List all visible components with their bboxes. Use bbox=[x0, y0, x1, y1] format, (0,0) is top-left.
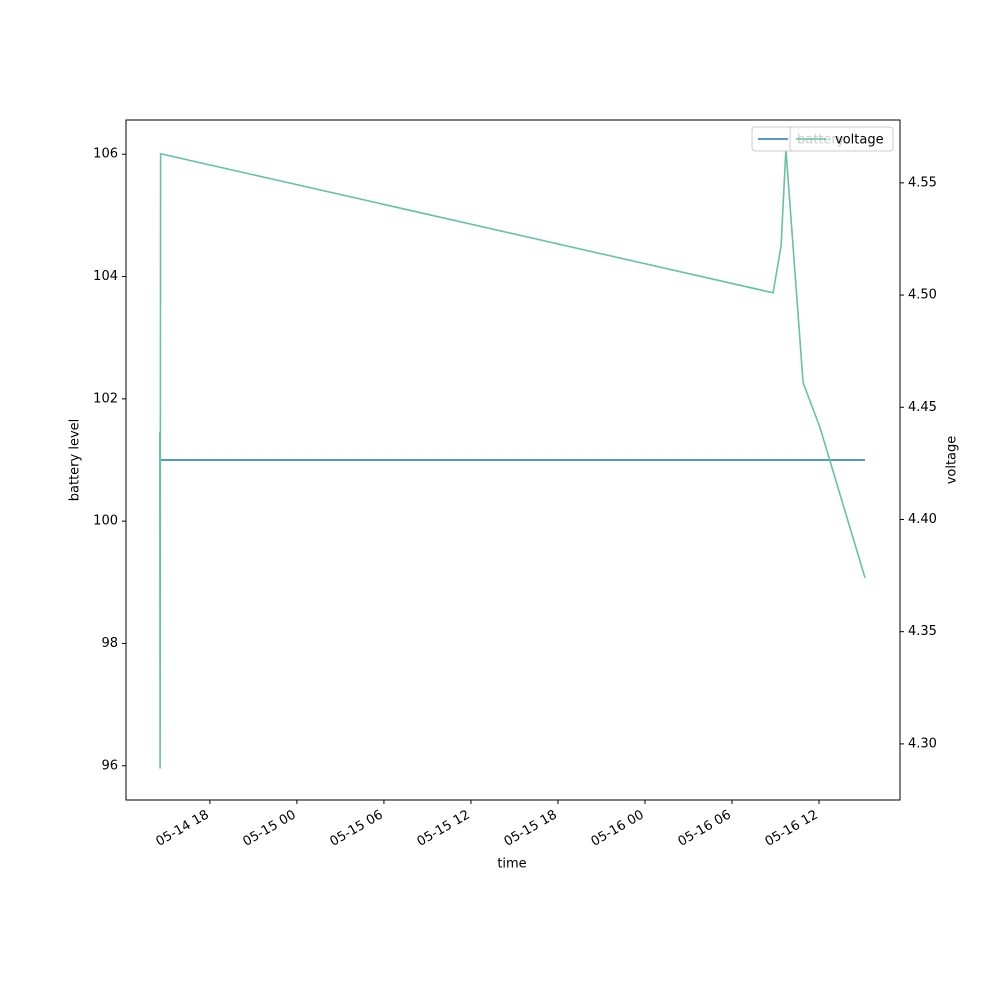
y-tick-label: 96 bbox=[101, 758, 118, 773]
legend-box bbox=[789, 126, 894, 152]
y-tick-label: 100 bbox=[93, 514, 118, 529]
y-tick-label: 106 bbox=[93, 147, 118, 162]
series-line bbox=[159, 149, 866, 769]
x-tick-label: 05-15 00 bbox=[241, 808, 299, 850]
x-tick-label: 05-15 12 bbox=[415, 808, 473, 850]
plot-frame bbox=[125, 119, 901, 801]
x-tick-label: 05-15 18 bbox=[502, 808, 560, 850]
y2-tick-label: 4.30 bbox=[908, 736, 937, 751]
x-tick-label: 05-15 06 bbox=[328, 808, 386, 850]
y2-tick-label: 4.45 bbox=[908, 400, 937, 415]
y-tick-label: 104 bbox=[93, 269, 118, 284]
y2-tick-label: 4.50 bbox=[908, 288, 937, 303]
y2-tick-label: 4.35 bbox=[908, 624, 937, 639]
y-tick-label: 98 bbox=[101, 636, 118, 651]
x-tick-label: 05-16 00 bbox=[589, 808, 647, 850]
x-tick-label: 05-14 18 bbox=[154, 808, 212, 850]
x-tick-label: 05-16 12 bbox=[763, 808, 821, 850]
y2-tick-label: 4.40 bbox=[908, 512, 937, 527]
y-axis-label: battery level bbox=[68, 419, 83, 502]
x-tick-label: 05-16 06 bbox=[676, 808, 734, 850]
y2-axis-label: voltage bbox=[945, 436, 960, 485]
y2-tick-label: 4.55 bbox=[908, 175, 937, 190]
y-tick-label: 102 bbox=[93, 391, 118, 406]
legend-label: voltage bbox=[835, 133, 884, 148]
x-axis-label: time bbox=[497, 857, 526, 872]
